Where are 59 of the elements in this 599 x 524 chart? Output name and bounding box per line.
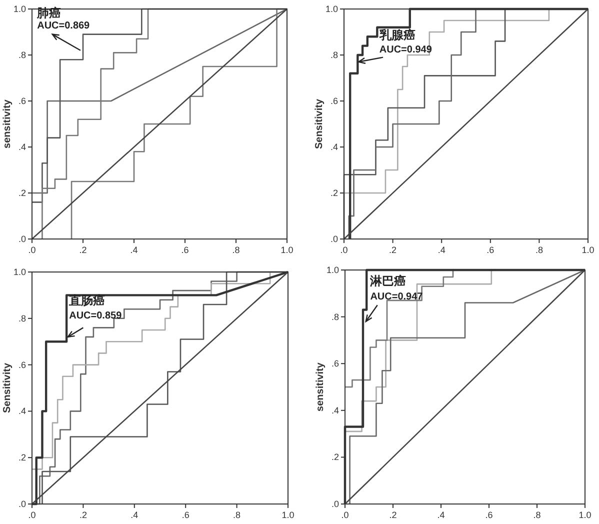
x-tick-label: .8 [233, 510, 241, 520]
x-tick-label: .0 [340, 245, 348, 255]
x-tick-label: .2 [389, 510, 397, 520]
y-tick-label: .4 [331, 405, 339, 416]
y-tick-label: 1.0 [326, 265, 339, 275]
x-tick-label: 1.0 [280, 245, 294, 255]
y-tick-label: .8 [331, 312, 339, 322]
y-axis-title: sensitivity [2, 99, 13, 148]
x-tick-label: .8 [533, 510, 541, 520]
x-tick-label: .0 [28, 245, 36, 255]
y-tick-label: 1.0 [13, 4, 26, 14]
x-tick-label: .6 [486, 245, 494, 255]
y-tick-label: .2 [331, 452, 339, 462]
y-tick-label: .2 [18, 188, 26, 198]
y-tick-label: .6 [330, 96, 338, 106]
x-tick-label: .0 [28, 510, 36, 520]
x-tick-label: .2 [79, 245, 87, 255]
y-tick-label: .0 [330, 234, 338, 244]
annotation: AUC=0.859 [69, 310, 122, 322]
x-tick-label: .4 [437, 510, 445, 520]
y-tick-label: .0 [18, 234, 26, 244]
annotation: AUC=0.869 [37, 20, 90, 32]
y-axis-title: Sensitivity [314, 98, 325, 150]
x-tick-label: .4 [130, 245, 138, 255]
x-tick-label: .2 [79, 510, 87, 520]
chart-title: 淋巴癌 [369, 274, 406, 288]
y-tick-label: 1.0 [325, 4, 338, 14]
y-tick-label: .8 [18, 313, 26, 324]
y-tick-label: .2 [18, 452, 26, 463]
x-tick-label: .6 [182, 510, 190, 520]
y-tick-label: .8 [18, 50, 26, 60]
x-tick-label: .6 [485, 510, 493, 520]
y-tick-label: .6 [18, 360, 26, 370]
y-tick-label: .6 [331, 358, 339, 369]
x-tick-label: .6 [181, 245, 189, 255]
y-tick-label: .6 [18, 96, 26, 106]
x-tick-label: .8 [232, 245, 240, 255]
y-tick-label: .4 [18, 142, 26, 152]
x-tick-label: 1.0 [582, 245, 594, 255]
text: 乳腺癌 [378, 28, 416, 42]
chart-title: 肺癌 [36, 6, 62, 20]
x-tick-label: .8 [535, 245, 543, 255]
y-tick-label: 1.0 [13, 267, 26, 277]
y-tick-label: .8 [330, 50, 338, 60]
y-axis-title: Sensitivity [2, 362, 13, 414]
x-tick-label: 1.0 [578, 510, 592, 520]
x-tick-label: .4 [130, 510, 138, 520]
y-tick-label: .0 [331, 499, 339, 509]
y-tick-label: .2 [330, 188, 338, 198]
x-tick-label: 1.0 [282, 510, 294, 520]
y-tick-label: .4 [18, 406, 26, 416]
x-tick-label: .0 [341, 510, 349, 520]
y-axis-title: sensitivity [315, 362, 326, 412]
annotation: AUC=0.949 [379, 44, 432, 56]
y-tick-label: .0 [18, 499, 26, 509]
text: 直肠癌 [68, 293, 106, 308]
x-tick-label: .2 [389, 245, 397, 255]
y-tick-label: .4 [330, 142, 338, 152]
x-tick-label: .4 [438, 245, 446, 255]
